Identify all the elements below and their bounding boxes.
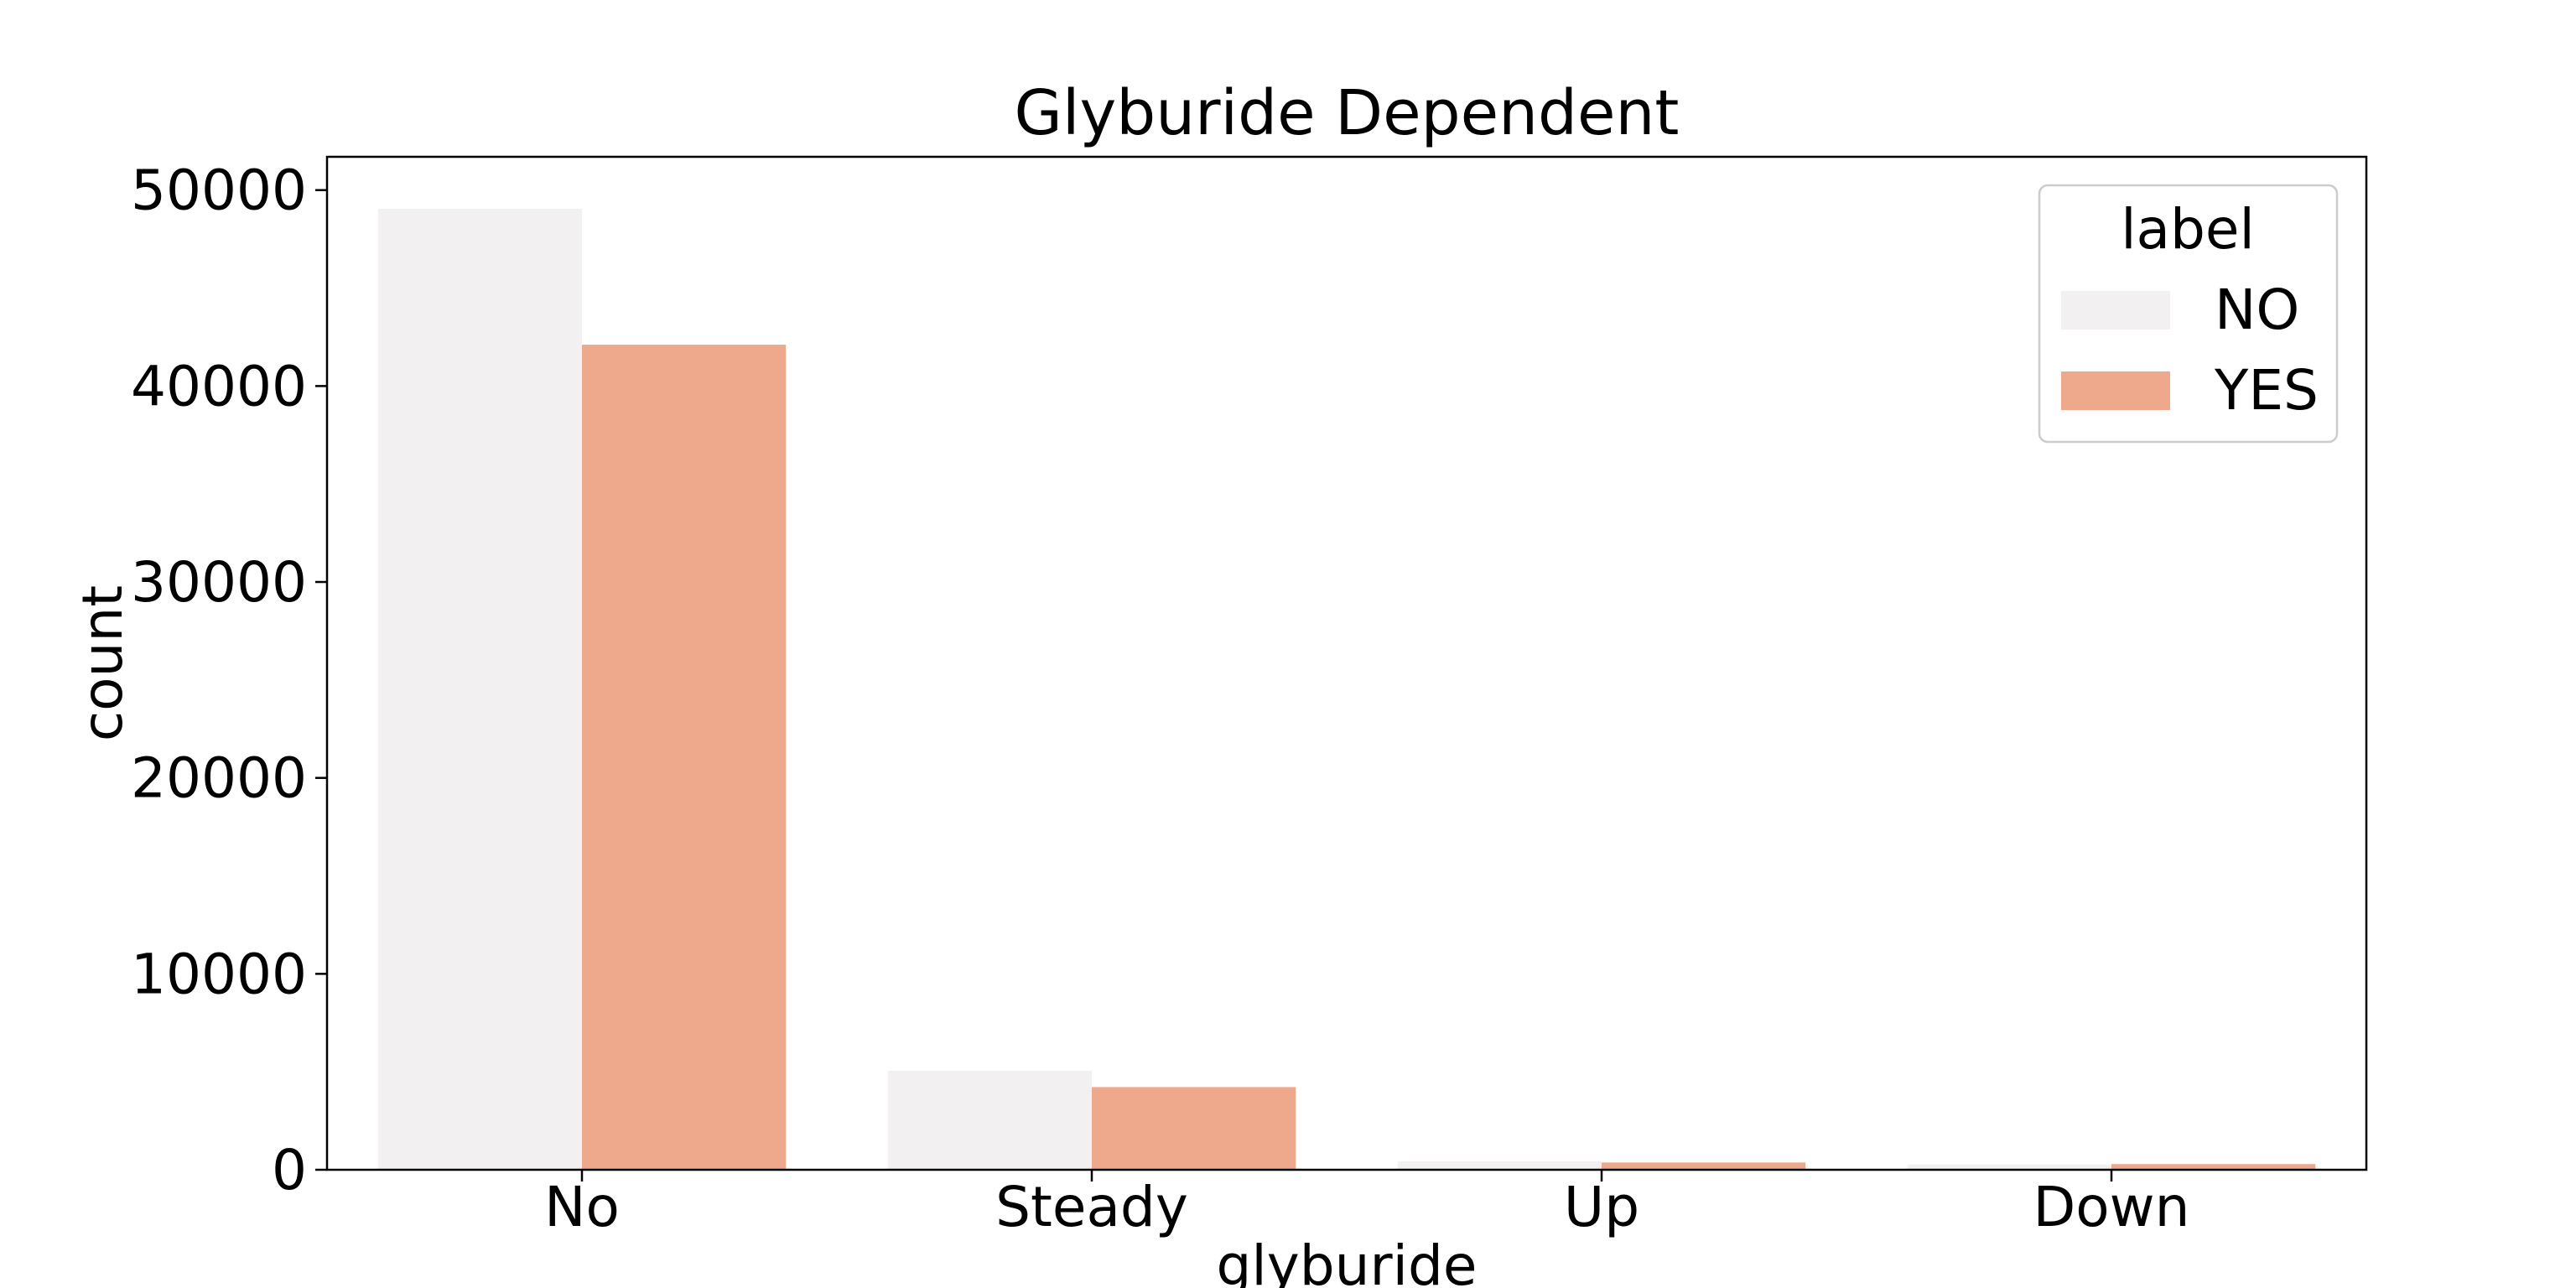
- y-tick-label: 20000: [131, 746, 307, 811]
- legend-title: label: [2121, 197, 2255, 262]
- bar-yes-up: [1602, 1162, 1806, 1170]
- x-axis-label: glyburide: [1217, 1233, 1478, 1288]
- bar-no-no: [377, 208, 582, 1171]
- y-tick-label: 0: [272, 1138, 307, 1202]
- legend-swatch-no: [2061, 291, 2170, 330]
- plot-frame: [325, 155, 2368, 1171]
- y-axis-label: count: [70, 585, 135, 741]
- x-tick-label: No: [544, 1175, 620, 1239]
- legend-label-no: NO: [2215, 278, 2299, 342]
- x-axis: No Steady Up Down: [544, 1170, 2190, 1239]
- x-tick-label: Steady: [995, 1175, 1188, 1239]
- bar-no-steady: [887, 1071, 1092, 1170]
- bar-yes-down: [2111, 1164, 2316, 1170]
- y-tick-label: 50000: [131, 158, 307, 223]
- y-tick-label: 30000: [131, 550, 307, 615]
- bar-yes-no: [582, 345, 787, 1171]
- y-axis: 0 10000 20000 30000 40000 50000: [131, 158, 327, 1202]
- legend-label-yes: YES: [2214, 358, 2319, 423]
- bars-group: [377, 208, 2316, 1171]
- bar-no-up: [1397, 1161, 1602, 1170]
- legend-swatch-yes: [2061, 371, 2170, 410]
- x-tick-label: Down: [2033, 1175, 2189, 1239]
- legend: label NO YES: [2038, 184, 2339, 444]
- bar-yes-steady: [1092, 1087, 1296, 1170]
- y-tick-label: 40000: [131, 354, 307, 418]
- y-tick-label: 10000: [131, 942, 307, 1006]
- x-tick-label: Up: [1564, 1175, 1639, 1239]
- chart-title: Glyburide Dependent: [1015, 77, 1680, 149]
- bar-no-down: [1907, 1164, 2111, 1170]
